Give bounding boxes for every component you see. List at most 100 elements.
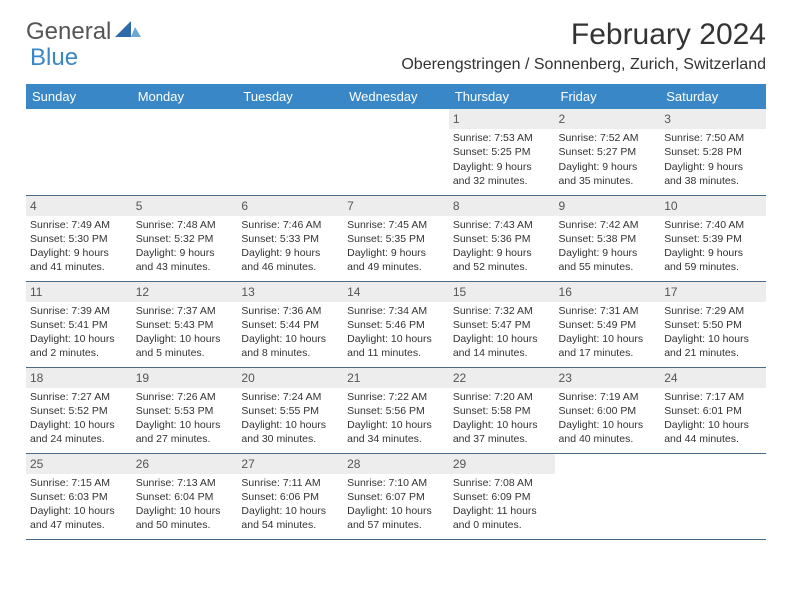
day-line: Sunset: 5:53 PM (136, 404, 234, 418)
month-title: February 2024 (401, 18, 766, 52)
day-line: Sunset: 5:46 PM (347, 318, 445, 332)
day-line: and 27 minutes. (136, 432, 234, 446)
day-details: Sunrise: 7:52 AMSunset: 5:27 PMDaylight:… (555, 129, 661, 192)
day-line: and 41 minutes. (30, 260, 128, 274)
day-line: Sunset: 5:33 PM (241, 232, 339, 246)
day-line: Daylight: 9 hours (559, 160, 657, 174)
day-line: Daylight: 10 hours (241, 504, 339, 518)
day-line: Sunrise: 7:08 AM (453, 476, 551, 490)
calendar-day: 5Sunrise: 7:48 AMSunset: 5:32 PMDaylight… (132, 195, 238, 281)
day-line: Sunrise: 7:32 AM (453, 304, 551, 318)
day-line: and 32 minutes. (453, 174, 551, 188)
day-line: Daylight: 10 hours (453, 418, 551, 432)
day-line: Daylight: 10 hours (347, 418, 445, 432)
day-line: Sunrise: 7:42 AM (559, 218, 657, 232)
day-number: 10 (660, 196, 766, 216)
day-line: Sunset: 5:44 PM (241, 318, 339, 332)
day-line: Sunset: 5:52 PM (30, 404, 128, 418)
logo-text-blue: Blue (30, 44, 78, 72)
day-details: Sunrise: 7:48 AMSunset: 5:32 PMDaylight:… (132, 216, 238, 279)
day-details: Sunrise: 7:31 AMSunset: 5:49 PMDaylight:… (555, 302, 661, 365)
day-line: Sunset: 5:38 PM (559, 232, 657, 246)
day-details: Sunrise: 7:36 AMSunset: 5:44 PMDaylight:… (237, 302, 343, 365)
day-line: and 21 minutes. (664, 346, 762, 360)
day-line: Sunrise: 7:49 AM (30, 218, 128, 232)
day-line: and 43 minutes. (136, 260, 234, 274)
calendar-day: 14Sunrise: 7:34 AMSunset: 5:46 PMDayligh… (343, 281, 449, 367)
weekday-header: Thursday (449, 84, 555, 109)
day-details: Sunrise: 7:42 AMSunset: 5:38 PMDaylight:… (555, 216, 661, 279)
day-line: Sunset: 5:43 PM (136, 318, 234, 332)
day-line: Sunrise: 7:15 AM (30, 476, 128, 490)
calendar-day: 8Sunrise: 7:43 AMSunset: 5:36 PMDaylight… (449, 195, 555, 281)
calendar-empty (132, 109, 238, 195)
calendar-empty (660, 453, 766, 539)
location: Oberengstringen / Sonnenberg, Zurich, Sw… (401, 56, 766, 74)
weekday-header: Saturday (660, 84, 766, 109)
day-number: 26 (132, 454, 238, 474)
day-line: Sunset: 5:35 PM (347, 232, 445, 246)
day-number: 2 (555, 109, 661, 129)
day-line: Sunrise: 7:39 AM (30, 304, 128, 318)
day-line: Sunrise: 7:37 AM (136, 304, 234, 318)
day-number: 20 (237, 368, 343, 388)
day-number: 16 (555, 282, 661, 302)
calendar-empty (555, 453, 661, 539)
calendar-empty (237, 109, 343, 195)
day-line: Sunrise: 7:43 AM (453, 218, 551, 232)
day-line: Daylight: 9 hours (559, 246, 657, 260)
day-details: Sunrise: 7:53 AMSunset: 5:25 PMDaylight:… (449, 129, 555, 192)
day-line: Sunset: 6:01 PM (664, 404, 762, 418)
day-line: and 52 minutes. (453, 260, 551, 274)
day-details: Sunrise: 7:50 AMSunset: 5:28 PMDaylight:… (660, 129, 766, 192)
day-line: and 37 minutes. (453, 432, 551, 446)
day-line: and 8 minutes. (241, 346, 339, 360)
day-line: Daylight: 9 hours (664, 160, 762, 174)
day-line: Sunrise: 7:26 AM (136, 390, 234, 404)
day-line: and 55 minutes. (559, 260, 657, 274)
calendar-body: 1Sunrise: 7:53 AMSunset: 5:25 PMDaylight… (26, 109, 766, 539)
day-line: Sunrise: 7:10 AM (347, 476, 445, 490)
day-line: Sunrise: 7:19 AM (559, 390, 657, 404)
day-details: Sunrise: 7:19 AMSunset: 6:00 PMDaylight:… (555, 388, 661, 451)
day-details: Sunrise: 7:11 AMSunset: 6:06 PMDaylight:… (237, 474, 343, 537)
calendar-day: 21Sunrise: 7:22 AMSunset: 5:56 PMDayligh… (343, 367, 449, 453)
day-number: 7 (343, 196, 449, 216)
day-line: Sunrise: 7:31 AM (559, 304, 657, 318)
day-number: 8 (449, 196, 555, 216)
day-number: 13 (237, 282, 343, 302)
day-line: Daylight: 10 hours (664, 332, 762, 346)
calendar-row: 1Sunrise: 7:53 AMSunset: 5:25 PMDaylight… (26, 109, 766, 195)
day-line: Sunrise: 7:36 AM (241, 304, 339, 318)
day-line: and 24 minutes. (30, 432, 128, 446)
day-number: 15 (449, 282, 555, 302)
day-line: and 40 minutes. (559, 432, 657, 446)
day-line: Sunset: 5:36 PM (453, 232, 551, 246)
weekday-header: Wednesday (343, 84, 449, 109)
day-line: Daylight: 9 hours (241, 246, 339, 260)
day-line: and 38 minutes. (664, 174, 762, 188)
calendar-day: 15Sunrise: 7:32 AMSunset: 5:47 PMDayligh… (449, 281, 555, 367)
day-number: 17 (660, 282, 766, 302)
day-line: Sunset: 5:50 PM (664, 318, 762, 332)
day-details: Sunrise: 7:32 AMSunset: 5:47 PMDaylight:… (449, 302, 555, 365)
day-line: Daylight: 10 hours (136, 504, 234, 518)
day-number: 28 (343, 454, 449, 474)
day-line: and 14 minutes. (453, 346, 551, 360)
day-line: Sunset: 5:58 PM (453, 404, 551, 418)
day-line: Sunrise: 7:22 AM (347, 390, 445, 404)
calendar-empty (343, 109, 449, 195)
day-line: and 46 minutes. (241, 260, 339, 274)
day-line: Sunset: 5:32 PM (136, 232, 234, 246)
day-line: Daylight: 10 hours (347, 504, 445, 518)
day-details: Sunrise: 7:17 AMSunset: 6:01 PMDaylight:… (660, 388, 766, 451)
day-line: and 54 minutes. (241, 518, 339, 532)
day-number: 1 (449, 109, 555, 129)
title-block: February 2024 Oberengstringen / Sonnenbe… (401, 18, 766, 74)
day-line: Daylight: 10 hours (30, 418, 128, 432)
day-line: Sunset: 5:56 PM (347, 404, 445, 418)
calendar-day: 16Sunrise: 7:31 AMSunset: 5:49 PMDayligh… (555, 281, 661, 367)
day-line: Daylight: 10 hours (30, 504, 128, 518)
calendar-day: 29Sunrise: 7:08 AMSunset: 6:09 PMDayligh… (449, 453, 555, 539)
calendar-day: 28Sunrise: 7:10 AMSunset: 6:07 PMDayligh… (343, 453, 449, 539)
